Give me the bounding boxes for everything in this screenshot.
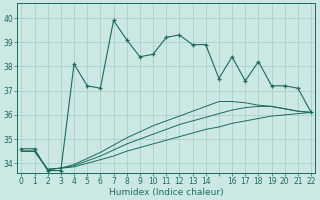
X-axis label: Humidex (Indice chaleur): Humidex (Indice chaleur) — [109, 188, 224, 197]
